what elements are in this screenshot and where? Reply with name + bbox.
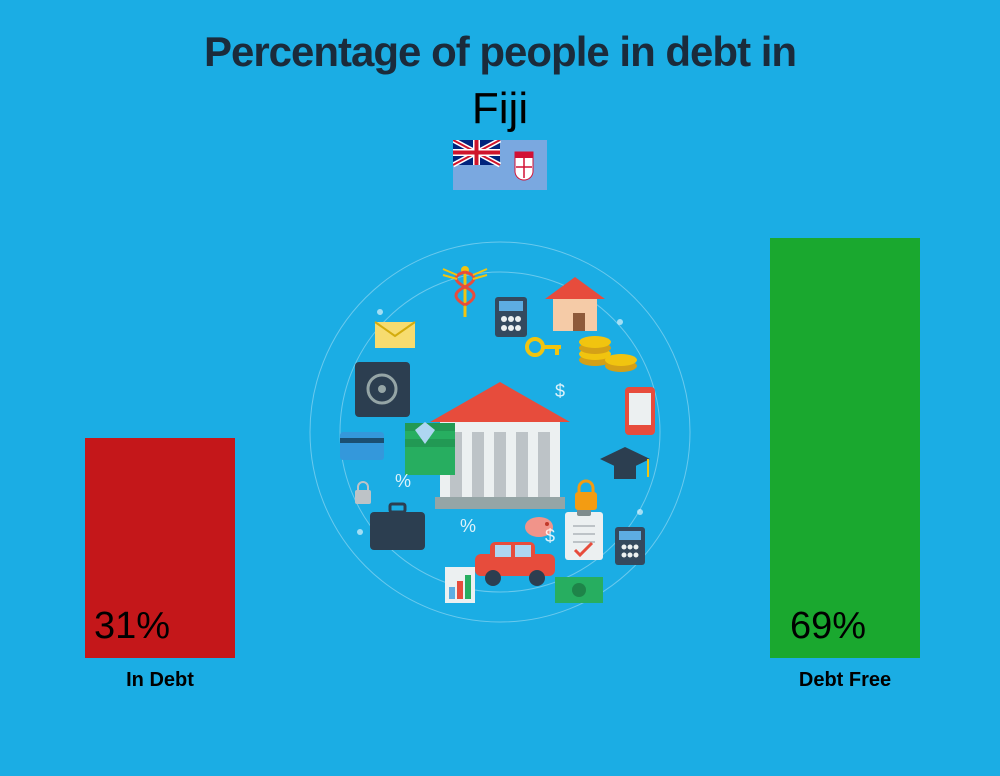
finance-illustration: % % $ $: [300, 232, 700, 632]
bar-label-debt_free: Debt Free: [770, 669, 920, 692]
bar-debt_free: [770, 238, 920, 658]
svg-text:%: %: [395, 471, 411, 491]
bar-value-in_debt: 31%: [94, 605, 170, 648]
fiji-flag-icon: [453, 140, 547, 190]
page-title: Percentage of people in debt in: [0, 28, 1000, 76]
country-subtitle: Fiji: [0, 84, 1000, 134]
infographic-canvas: Percentage of people in debt in Fiji: [0, 0, 1000, 776]
bar-label-in_debt: In Debt: [85, 669, 235, 692]
bar-value-debt_free: 69%: [790, 605, 866, 648]
svg-text:$: $: [555, 381, 565, 401]
svg-text:%: %: [460, 516, 476, 536]
svg-text:$: $: [545, 526, 555, 546]
